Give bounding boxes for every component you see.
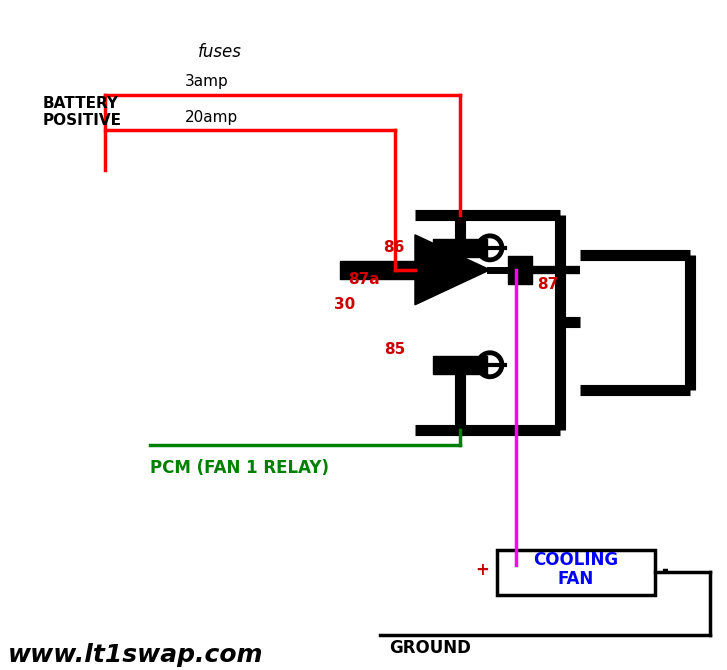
- Polygon shape: [415, 235, 490, 305]
- Bar: [497, 549, 655, 594]
- Text: 87a: 87a: [348, 272, 380, 287]
- Text: +: +: [475, 561, 489, 579]
- Text: 85: 85: [384, 342, 405, 357]
- Text: GROUND: GROUND: [389, 639, 471, 657]
- Text: -: -: [662, 561, 668, 579]
- Text: BATTERY
POSITIVE: BATTERY POSITIVE: [42, 96, 121, 128]
- Text: 87: 87: [537, 277, 558, 292]
- Text: 86: 86: [384, 241, 405, 255]
- Text: PCM (FAN 1 RELAY): PCM (FAN 1 RELAY): [150, 459, 329, 476]
- Text: COOLING
FAN: COOLING FAN: [534, 551, 619, 588]
- Text: fuses: fuses: [198, 43, 242, 61]
- Text: 3amp: 3amp: [185, 74, 229, 89]
- Text: www.lt1swap.com: www.lt1swap.com: [8, 643, 264, 667]
- Text: 20amp: 20amp: [185, 111, 238, 125]
- Text: 30: 30: [334, 297, 356, 312]
